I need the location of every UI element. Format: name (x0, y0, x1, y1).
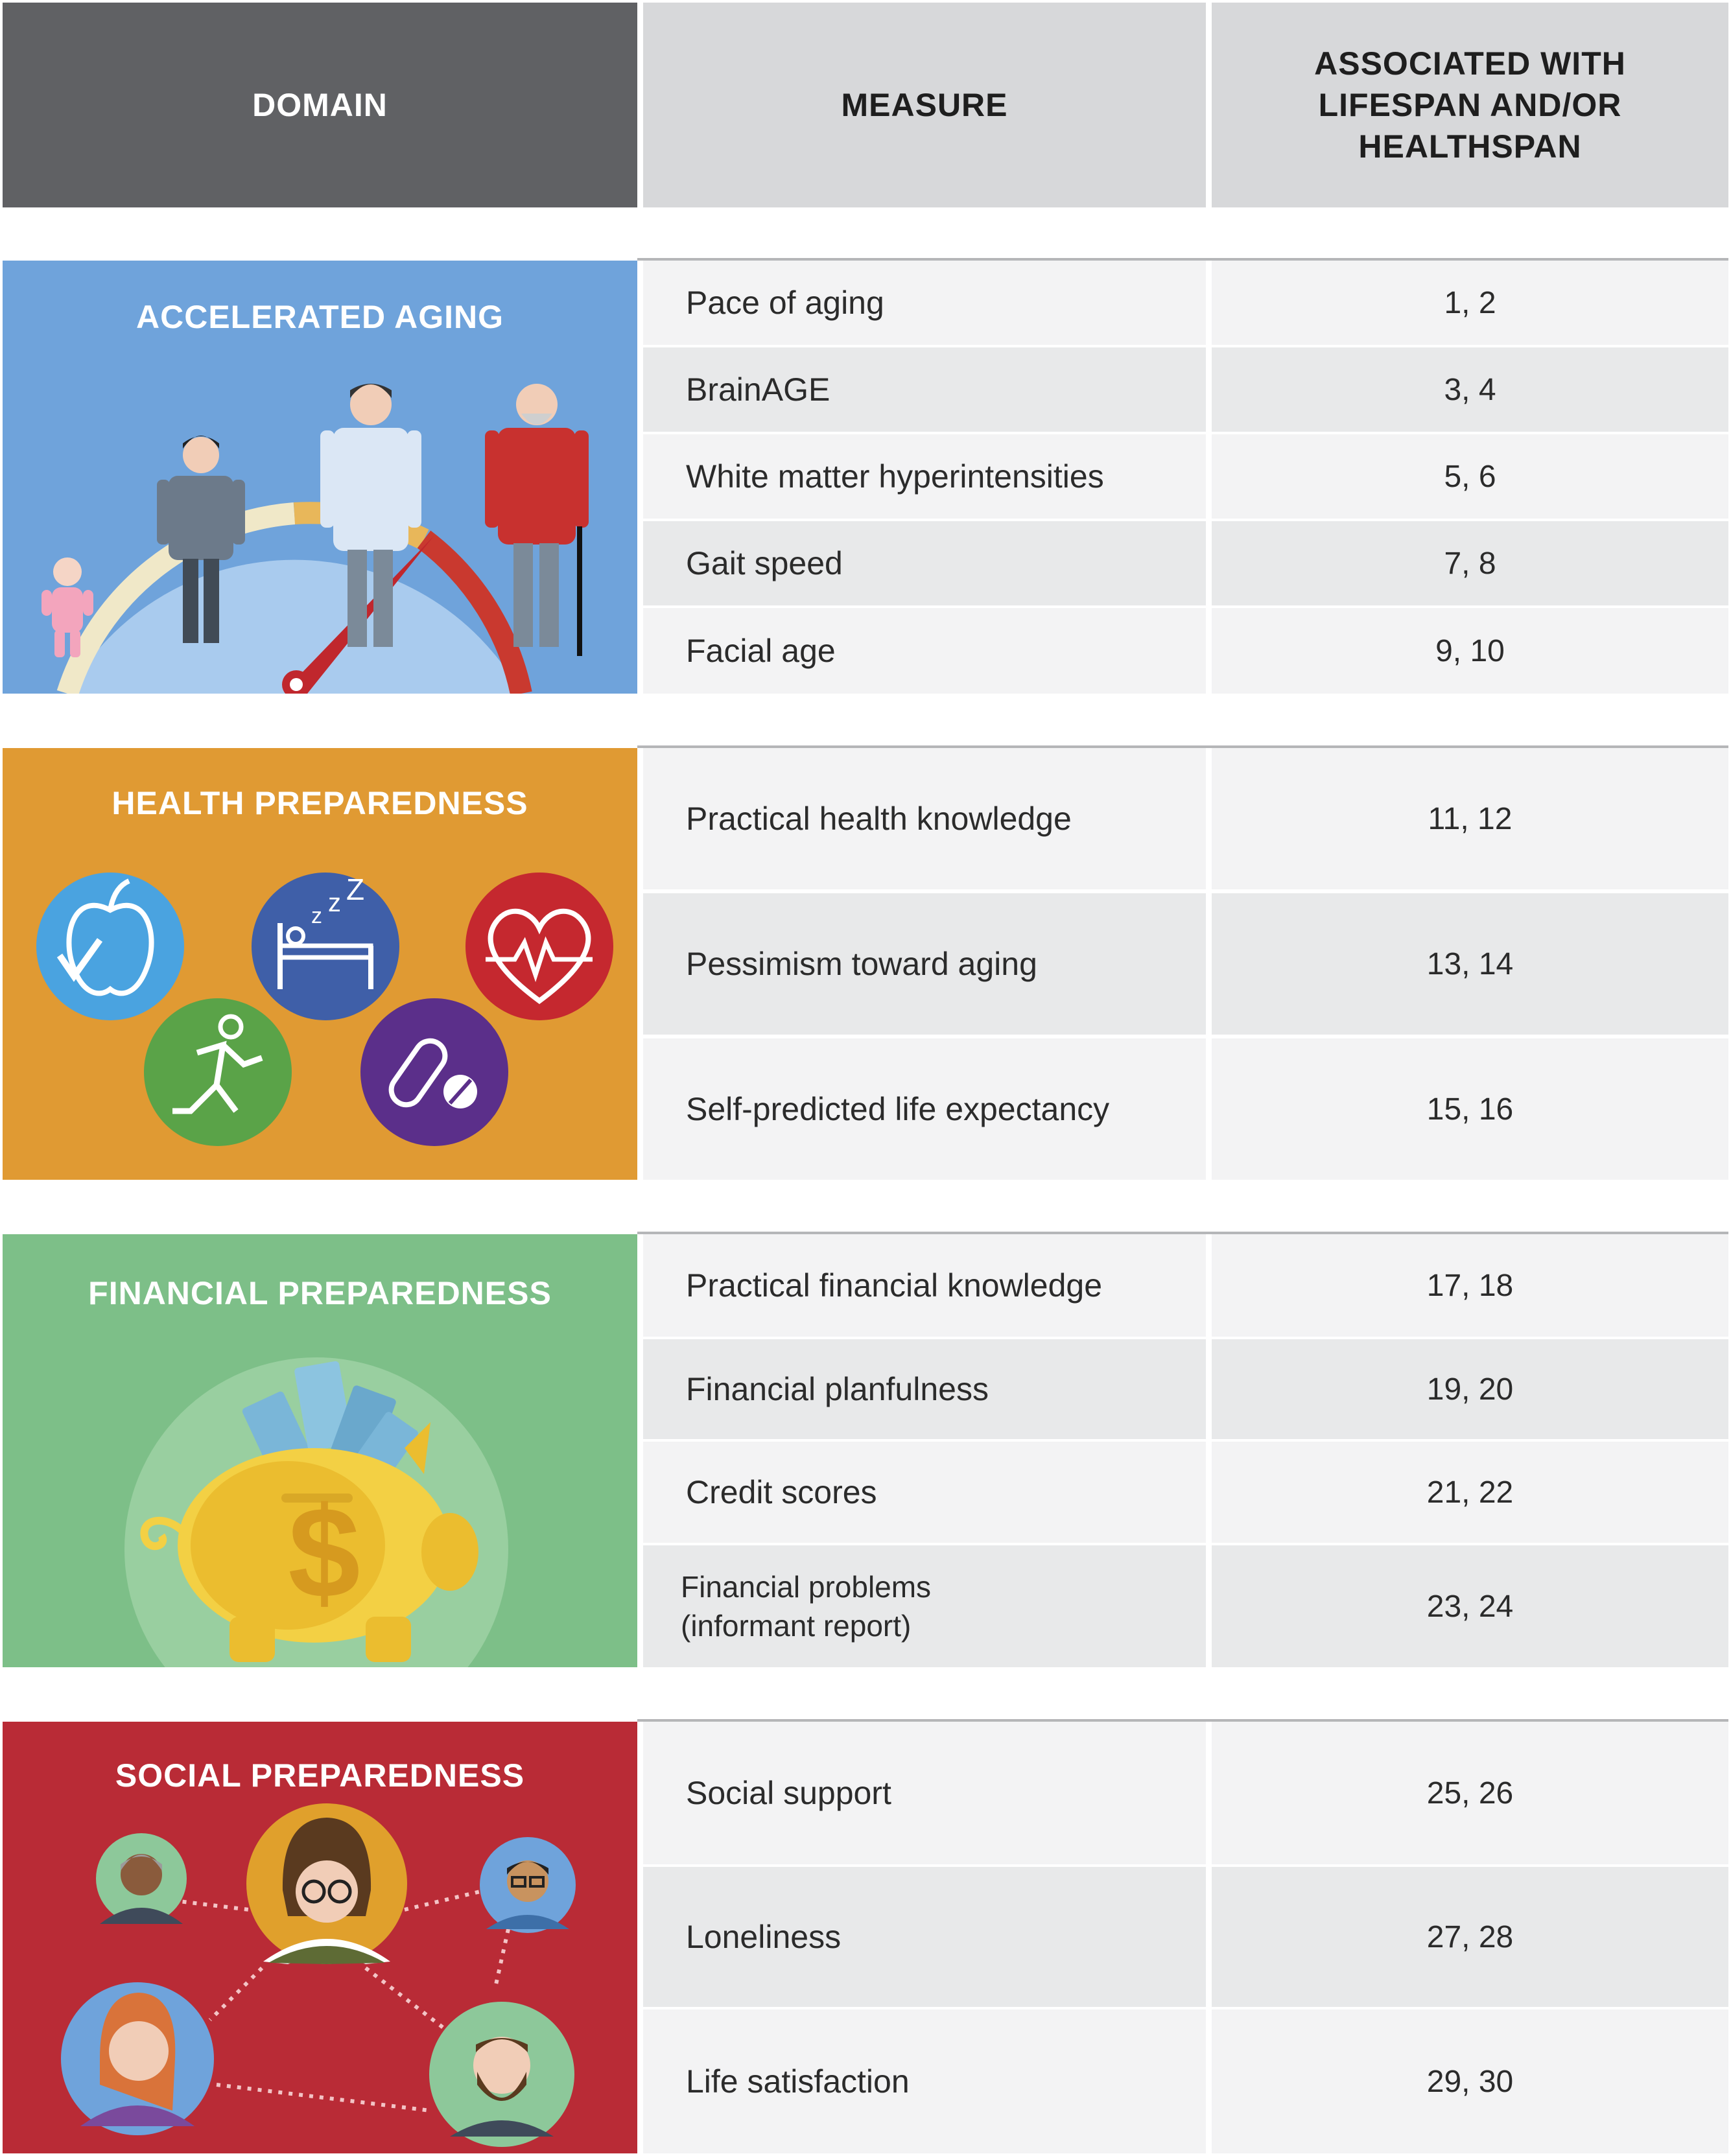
table-row: Facial age 9, 10 (643, 608, 1728, 694)
measure-cell: Financial problems (informant report) (643, 1545, 1206, 1667)
domain-panel-financial-preparedness: FINANCIAL PREPAREDNESS $ (3, 1234, 637, 1667)
measure-cell: Financial planfulness (643, 1339, 1206, 1439)
refs-cell: 1, 2 (1212, 261, 1728, 345)
measure-cell: Loneliness (643, 1867, 1206, 2007)
section-divider (637, 258, 1728, 261)
measure-line: Financial problems (681, 1570, 932, 1604)
table-row: Social support 25, 26 (643, 1722, 1728, 1864)
measure-line: (informant report) (681, 1609, 912, 1643)
refs-cell: 17, 18 (1212, 1234, 1728, 1337)
person-avatar-icon (429, 2002, 574, 2147)
table-row: Pace of aging 1, 2 (643, 261, 1728, 345)
child-icon (157, 436, 245, 643)
refs-cell: 3, 4 (1212, 347, 1728, 432)
table-row: Financial problems (informant report) 23… (643, 1545, 1728, 1667)
refs-cell: 23, 24 (1212, 1545, 1728, 1667)
person-avatar-icon (246, 1803, 407, 1964)
baby-icon (41, 557, 93, 657)
measure-cell: Facial age (643, 608, 1206, 694)
measure-cell: Gait speed (643, 521, 1206, 605)
adult-icon (320, 384, 421, 647)
table-row: Financial planfulness 19, 20 (643, 1339, 1728, 1439)
financial-illustration: $ (124, 1357, 508, 1667)
table-row: Practical financial knowledge 17, 18 (643, 1234, 1728, 1337)
refs-cell: 21, 22 (1212, 1442, 1728, 1543)
measure-cell: Life satisfaction (643, 2010, 1206, 2153)
refs-cell: 11, 12 (1212, 748, 1728, 889)
domain-title: ACCELERATED AGING (136, 299, 504, 335)
piggy-bank-icon (140, 1422, 478, 1662)
header-associated: ASSOCIATED WITH LIFESPAN AND/OR HEALTHSP… (1212, 3, 1728, 207)
svg-text:z: z (311, 904, 322, 928)
header-associated-line: LIFESPAN AND/OR (1318, 87, 1622, 123)
header-associated-line: HEALTHSPAN (1358, 128, 1582, 165)
refs-cell: 15, 16 (1212, 1038, 1728, 1180)
measure-cell: Practical financial knowledge (643, 1234, 1206, 1337)
health-illustration: z z Z (36, 873, 613, 1146)
pills-icon (360, 998, 508, 1146)
refs-cell: 13, 14 (1212, 893, 1728, 1035)
table-row: Self-predicted life expectancy 15, 16 (643, 1038, 1728, 1180)
svg-text:z: z (328, 889, 341, 917)
refs-cell: 19, 20 (1212, 1339, 1728, 1439)
header-associated-line: ASSOCIATED WITH (1314, 45, 1626, 82)
person-avatar-icon (61, 1982, 214, 2135)
measure-cell: Practical health knowledge (643, 748, 1206, 889)
table-row: Credit scores 21, 22 (643, 1442, 1728, 1543)
domain-panel-health-preparedness: HEALTH PREPAREDNESS z z Z (3, 748, 637, 1180)
domain-panel-social-preparedness: SOCIAL PREPAREDNESS (3, 1722, 637, 2153)
table-row: White matter hyperintensities 5, 6 (643, 434, 1728, 519)
refs-cell: 9, 10 (1212, 608, 1728, 694)
section-divider (637, 745, 1728, 748)
network-lines (141, 1888, 510, 2113)
heart-rate-icon (465, 873, 613, 1020)
refs-cell: 29, 30 (1212, 2010, 1728, 2153)
measure-cell: Social support (643, 1722, 1206, 1864)
section-divider (637, 1232, 1728, 1234)
social-illustration (61, 1803, 576, 2147)
refs-cell: 5, 6 (1212, 434, 1728, 519)
table-row: Life satisfaction 29, 30 (643, 2010, 1728, 2153)
apple-icon (36, 873, 184, 1020)
header-measure: MEASURE (643, 3, 1206, 207)
refs-cell: 7, 8 (1212, 521, 1728, 605)
elder-icon (485, 384, 589, 656)
person-avatar-icon (480, 1837, 576, 1933)
aging-illustration (41, 384, 589, 694)
svg-text:Z: Z (346, 873, 364, 906)
measure-cell: Pace of aging (643, 261, 1206, 345)
domain-title: HEALTH PREPAREDNESS (112, 785, 528, 821)
table-row: Pessimism toward aging 13, 14 (643, 893, 1728, 1035)
refs-cell: 25, 26 (1212, 1722, 1728, 1864)
domain-title: FINANCIAL PREPAREDNESS (88, 1275, 552, 1311)
measure-cell: White matter hyperintensities (643, 434, 1206, 519)
measure-cell: Self-predicted life expectancy (643, 1038, 1206, 1180)
domain-panel-accelerated-aging: ACCELERATED AGING (3, 261, 637, 694)
measure-cell: BrainAGE (643, 347, 1206, 432)
table-row: Practical health knowledge 11, 12 (643, 748, 1728, 889)
table-row: Loneliness 27, 28 (643, 1867, 1728, 2007)
sleep-bed-icon: z z Z (252, 873, 399, 1020)
section-divider (637, 1719, 1728, 1722)
running-person-icon (144, 998, 292, 1146)
header-domain: DOMAIN (3, 3, 637, 207)
refs-cell: 27, 28 (1212, 1867, 1728, 2007)
table-row: Gait speed 7, 8 (643, 521, 1728, 605)
table-row: BrainAGE 3, 4 (643, 347, 1728, 432)
dollar-sign-icon: $ (288, 1481, 360, 1625)
domain-title: SOCIAL PREPAREDNESS (115, 1757, 525, 1794)
measure-cell: Pessimism toward aging (643, 893, 1206, 1035)
gauge-background (67, 559, 521, 694)
measure-cell: Credit scores (643, 1442, 1206, 1543)
person-avatar-icon (96, 1833, 187, 1924)
